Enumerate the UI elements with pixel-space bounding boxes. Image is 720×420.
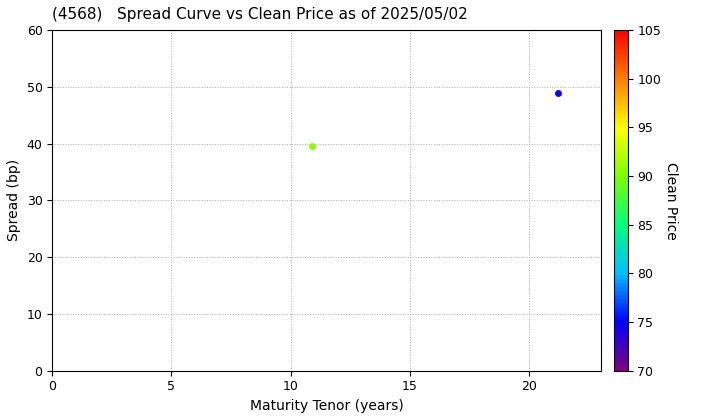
Text: (4568)   Spread Curve vs Clean Price as of 2025/05/02: (4568) Spread Curve vs Clean Price as of…: [53, 7, 468, 22]
Point: [307, 143, 318, 150]
Point: [552, 89, 564, 96]
Y-axis label: Clean Price: Clean Price: [664, 162, 678, 239]
Y-axis label: Spread (bp): Spread (bp): [7, 159, 21, 242]
X-axis label: Maturity Tenor (years): Maturity Tenor (years): [250, 399, 403, 413]
